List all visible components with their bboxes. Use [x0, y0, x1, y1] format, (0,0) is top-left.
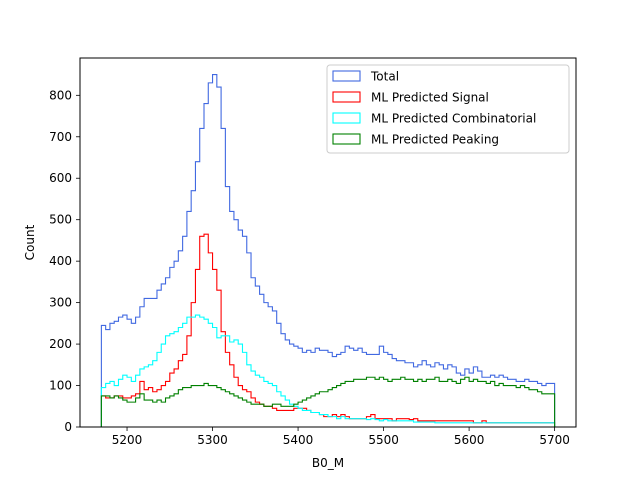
plot-frame: [79, 57, 577, 428]
legend-label-3: ML Predicted Peaking: [371, 133, 499, 147]
x-axis-label: B0_M: [312, 456, 344, 470]
y-tick-label-3: 300: [49, 296, 72, 310]
x-tick-label-4: 5600: [454, 433, 485, 447]
series-step-3: [100, 376, 556, 427]
legend-box: [326, 64, 570, 154]
legend-swatch-3: [332, 133, 361, 145]
y-tick-label-1: 100: [49, 379, 72, 393]
series-layer: [100, 74, 556, 427]
series-step-1: [100, 233, 556, 427]
x-tick-label-0: 5200: [112, 433, 143, 447]
y-tick-label-0: 0: [64, 420, 72, 434]
y-tick-label-7: 700: [49, 130, 72, 144]
y-axis: 0 100 200 300 400 500 600 700 800: [49, 88, 80, 434]
series-step-2: [100, 314, 556, 427]
y-tick-label-5: 500: [49, 213, 72, 227]
x-tick-label-1: 5300: [197, 433, 228, 447]
legend: Total ML Predicted Signal ML Predicted Com…: [326, 64, 570, 154]
legend-label-0: Total: [370, 70, 399, 84]
legend-swatch-0: [332, 70, 361, 82]
x-tick-label-2: 5400: [283, 433, 314, 447]
legend-label-2: ML Predicted Combinatorial: [371, 112, 536, 126]
y-tick-label-4: 400: [49, 254, 72, 268]
y-tick-label-2: 200: [49, 337, 72, 351]
x-tick-label-3: 5500: [368, 433, 399, 447]
y-tick-label-6: 600: [49, 171, 72, 185]
legend-label-1: ML Predicted Signal: [371, 91, 489, 105]
series-step-0: [100, 74, 556, 427]
legend-swatch-2: [332, 112, 361, 124]
x-tick-label-5: 5700: [539, 433, 570, 447]
y-tick-label-8: 800: [49, 88, 72, 102]
legend-swatch-1: [332, 91, 361, 103]
y-axis-label: Count: [23, 224, 37, 260]
x-axis: 5200 5300 5400 5500 5600 5700: [112, 427, 570, 447]
